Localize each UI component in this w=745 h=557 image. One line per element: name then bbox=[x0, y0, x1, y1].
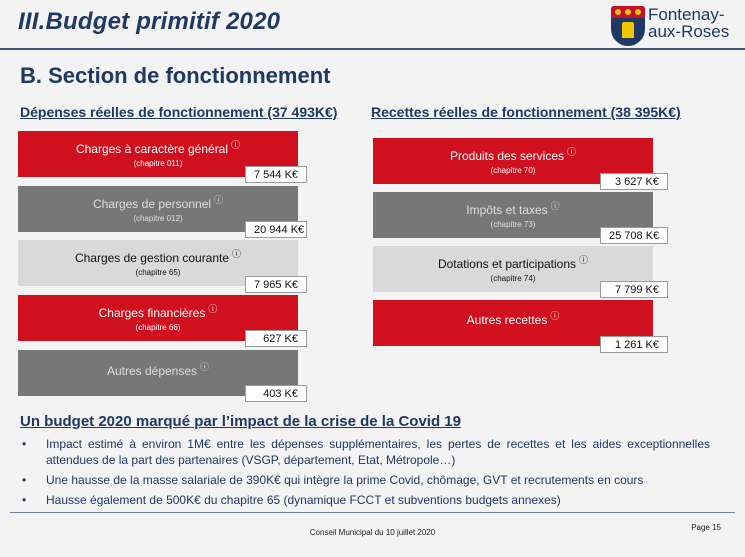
depense-card-charges-generales: Charges à caractère général ⓘ (chapitre 0… bbox=[18, 131, 298, 177]
info-icon[interactable]: ⓘ bbox=[208, 304, 218, 314]
footer-text: Conseil Municipal du 10 juillet 2020 bbox=[309, 528, 436, 537]
city-crest-icon bbox=[611, 6, 645, 46]
depense-chapter: (chapitre 66) bbox=[135, 323, 181, 332]
depense-chapter: (chapitre 011) bbox=[133, 159, 183, 168]
depense-label: Charges financières bbox=[98, 306, 206, 320]
covid-bullet-list: • Impact estimé à environ 1M€ entre les d… bbox=[20, 436, 710, 512]
bullet-icon: • bbox=[22, 493, 27, 507]
recette-card-produits-services: Produits des services ⓘ (chapitre 70) bbox=[373, 138, 653, 184]
city-name: Fontenay- aux-Roses bbox=[648, 6, 729, 40]
info-icon[interactable]: ⓘ bbox=[200, 362, 210, 372]
info-icon[interactable]: ⓘ bbox=[550, 311, 560, 321]
title-divider bbox=[0, 48, 745, 50]
depense-label: Charges de gestion courante bbox=[74, 251, 230, 265]
city-name-line2: aux-Roses bbox=[648, 22, 730, 41]
recette-label: Impôts et taxes bbox=[466, 203, 548, 217]
bullet-text: Impact estimé à environ 1M€ entre les dé… bbox=[46, 437, 710, 467]
bullet-text: Une hausse de la masse salariale de 390K… bbox=[46, 473, 644, 487]
recette-card-dotations: Dotations et participations ⓘ (chapitre 7… bbox=[373, 246, 653, 292]
depense-label: Autres dépenses bbox=[106, 364, 198, 378]
recettes-heading: Recettes réelles de fonctionnement (38 3… bbox=[371, 104, 681, 120]
info-icon[interactable]: ⓘ bbox=[579, 255, 589, 265]
depense-amount: 627 K€ bbox=[245, 330, 307, 347]
depense-label: Charges de personnel bbox=[92, 197, 212, 211]
bullet-icon: • bbox=[22, 437, 27, 451]
city-logo: Fontenay- aux-Roses bbox=[611, 4, 741, 48]
list-item: • Impact estimé à environ 1M€ entre les d… bbox=[20, 436, 710, 468]
recette-amount: 1 261 K€ bbox=[600, 336, 668, 353]
recette-amount: 7 799 K€ bbox=[600, 281, 668, 298]
depense-chapter: (chapitre 012) bbox=[133, 214, 183, 223]
recette-chapter: (chapitre 70) bbox=[490, 166, 536, 175]
slide-title: III.Budget primitif 2020 bbox=[18, 8, 281, 35]
recette-chapter: (chapitre 74) bbox=[490, 274, 536, 283]
depenses-heading: Dépenses réelles de fonctionnement (37 4… bbox=[20, 104, 338, 120]
depense-amount: 20 944 K€ bbox=[245, 221, 307, 238]
recette-amount: 3 627 K€ bbox=[600, 173, 668, 190]
depense-chapter: (chapitre 65) bbox=[135, 268, 181, 277]
list-item: • Une hausse de la masse salariale de 390… bbox=[20, 472, 710, 488]
depense-card-personnel: Charges de personnel ⓘ (chapitre 012) bbox=[18, 186, 298, 232]
bullet-icon: • bbox=[22, 473, 27, 487]
city-name-line1: Fontenay- bbox=[648, 5, 725, 24]
footer-divider bbox=[10, 512, 735, 513]
recette-amount: 25 708 K€ bbox=[600, 227, 668, 244]
info-icon[interactable]: ⓘ bbox=[232, 249, 242, 259]
info-icon[interactable]: ⓘ bbox=[214, 195, 224, 205]
info-icon[interactable]: ⓘ bbox=[550, 201, 560, 211]
page-number: Page 15 bbox=[691, 523, 721, 532]
bullet-text: Hausse également de 500K€ du chapitre 65… bbox=[46, 493, 561, 507]
info-icon[interactable]: ⓘ bbox=[231, 140, 241, 150]
depense-amount: 403 K€ bbox=[245, 385, 307, 402]
info-icon[interactable]: ⓘ bbox=[567, 147, 577, 157]
recette-label: Produits des services bbox=[449, 149, 565, 163]
recette-chapter: (chapitre 73) bbox=[490, 220, 536, 229]
recette-label: Dotations et participations bbox=[437, 257, 577, 271]
recette-label: Autres recettes bbox=[466, 313, 548, 327]
depense-label: Charges à caractère général bbox=[75, 142, 229, 156]
depense-amount: 7 544 K€ bbox=[245, 166, 307, 183]
list-item: • Hausse également de 500K€ du chapitre 6… bbox=[20, 492, 710, 508]
depense-amount: 7 965 K€ bbox=[245, 276, 307, 293]
section-title: B. Section de fonctionnement bbox=[20, 63, 331, 88]
covid-heading: Un budget 2020 marqué par l’impact de la… bbox=[20, 413, 461, 430]
